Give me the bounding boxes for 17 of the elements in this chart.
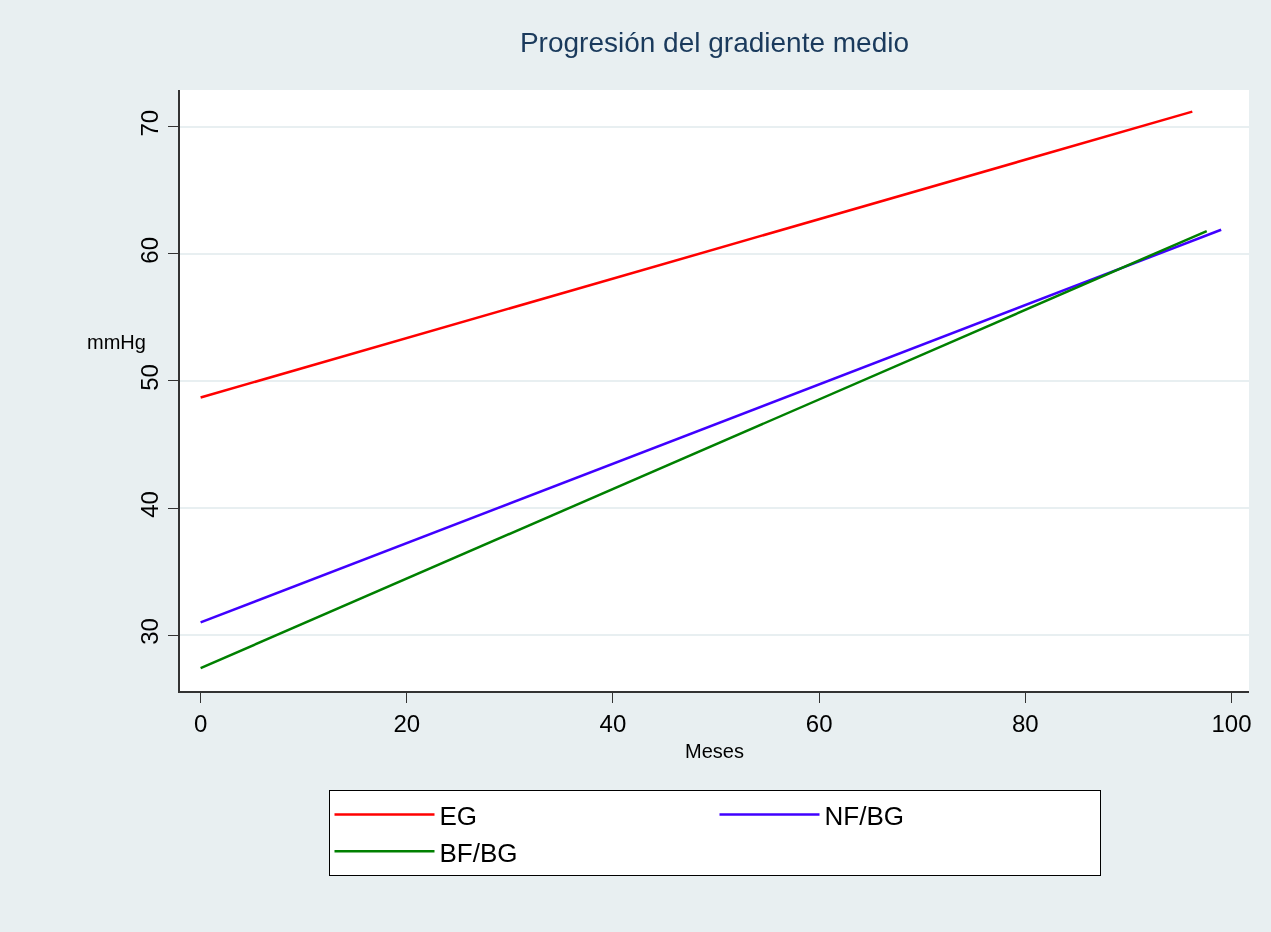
legend-label: EG — [439, 800, 478, 831]
x-tick-label: 100 — [1211, 709, 1252, 737]
chart-title: Progresión del gradiente medio — [519, 26, 910, 58]
y-tick-label: 50 — [136, 364, 164, 391]
x-tick-label: 0 — [193, 709, 208, 737]
x-tick-label: 80 — [1011, 709, 1039, 737]
y-tick-label: 30 — [136, 618, 164, 645]
y-tick-label: 70 — [136, 109, 164, 137]
legend-label: NF/BG — [824, 800, 904, 831]
y-tick-label: 40 — [136, 491, 164, 518]
x-tick-label: 60 — [805, 709, 833, 737]
y-tick-label: 60 — [136, 236, 164, 264]
y-axis-title: mmHg — [87, 331, 146, 353]
legend-label: BF/BG — [439, 837, 518, 868]
x-axis-title: Meses — [685, 739, 744, 762]
x-tick-label: 40 — [599, 709, 627, 737]
x-tick-label: 20 — [393, 709, 421, 737]
